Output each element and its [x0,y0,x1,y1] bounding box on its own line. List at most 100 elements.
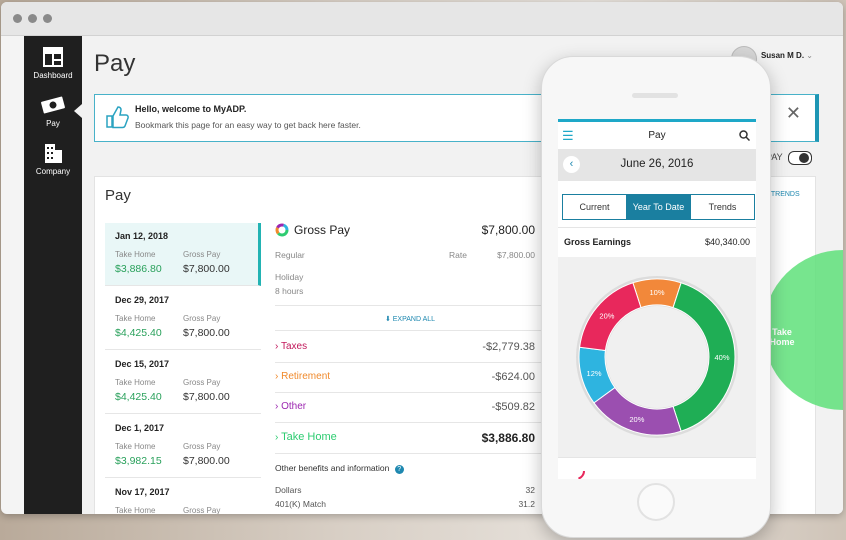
take-home-value: $3,886.80 [115,263,162,275]
phone-speaker [632,93,678,98]
gross-earnings-label: Gross Earnings [564,237,632,247]
sidebar-item-label: Pay [46,119,60,128]
back-icon[interactable]: ‹ [563,156,580,173]
donut-hole [606,306,708,408]
phone-tabs: Current Year To Date Trends [562,194,755,220]
tab-year-to-date[interactable]: Year To Date [626,195,690,219]
close-icon[interactable]: ✕ [785,103,801,123]
next-card [558,457,756,479]
dashboard-icon [43,47,63,67]
user-name: Susan M D. [760,51,805,60]
divider [275,305,545,306]
pay-card-title: Pay [105,187,131,204]
thumbs-up-icon [106,106,129,129]
pay-statement-item[interactable]: Nov 17, 2017 Take Home Gross Pay [105,479,261,514]
benefit-row: 401(K) Match 31.2 [275,499,535,509]
trends-link[interactable]: R TRENDS [764,191,800,198]
take-home-label: Take Home [115,442,156,451]
gross-pay-label: Gross Pay [183,250,221,259]
window-dot-icon[interactable] [28,14,37,23]
expand-all-button[interactable]: ⬇ EXPAND ALL [275,315,545,323]
take-home-row[interactable]: › Take Home $3,886.80 [275,431,535,445]
take-home-label: Take Home [115,250,156,259]
take-home-value: $4,425.40 [115,391,162,403]
tab-trends[interactable]: Trends [690,195,754,219]
pay-statement-item[interactable]: Dec 15, 2017 Take Home Gross Pay $4,425.… [105,351,261,414]
window-dot-icon[interactable] [43,14,52,23]
chevron-right-icon: › [275,371,279,382]
gross-pay-label: Gross Pay [183,442,221,451]
sidebar: Dashboard Pay Company [24,36,82,514]
gross-pay-value: $7,800.00 [183,263,230,275]
donut-segment-label: 40% [714,353,729,362]
pay-statement-item[interactable]: Dec 29, 2017 Take Home Gross Pay $4,425.… [105,287,261,350]
active-pointer-icon [74,104,82,118]
sidebar-item-pay[interactable]: Pay [24,94,82,128]
phone-screen: ☰ Pay ‹ June 26, 2016 Current Year To Da… [558,119,756,479]
sidebar-item-label: Company [35,167,71,176]
date-bar: ‹ June 26, 2016 [558,149,756,181]
take-home-value: $3,982.15 [115,455,162,467]
chevron-right-icon: › [275,341,279,352]
gross-pay-value: $7,800.00 [183,455,230,467]
gross-pay-value: $7,800.00 [183,391,230,403]
pay-toggle[interactable] [788,151,812,165]
benefits-title: Other benefits and information [275,463,390,473]
benefit-value: 32 [525,485,535,495]
divider [275,362,545,363]
regular-label: Regular [275,250,305,260]
pay-statement-item[interactable]: Dec 1, 2017 Take Home Gross Pay $3,982.1… [105,415,261,478]
donut-segment[interactable] [672,282,736,432]
other-row[interactable]: › Other -$509.82 [275,401,535,413]
chevron-right-icon: › [275,401,279,412]
statement-date: Dec 15, 2017 [115,359,170,369]
banner-text: Bookmark this page for an easy way to ge… [135,120,361,130]
donut-segment[interactable] [579,282,642,352]
gross-pay-ring-icon [275,223,289,237]
earnings-donut-chart: 10% 40% 20% 12% 20% [576,276,738,438]
donut-segment-label: 20% [629,415,644,424]
other-value: -$509.82 [491,401,535,413]
benefits-header: Other benefits and information ? [275,463,535,474]
gross-pay-label: Gross Pay [294,223,351,237]
take-home-value: $3,886.80 [481,431,535,445]
gross-pay-label: Gross Pay [183,378,221,387]
retirement-row[interactable]: › Retirement -$624.00 [275,371,535,383]
taxes-value: -$2,779.38 [482,341,535,353]
gross-pay-value: $7,800.00 [481,223,535,237]
sidebar-item-company[interactable]: Company [24,142,82,176]
money-icon [41,96,65,114]
sidebar-item-dashboard[interactable]: Dashboard [24,46,82,80]
benefit-label: Dollars [275,485,302,495]
phone-mockup: ☰ Pay ‹ June 26, 2016 Current Year To Da… [541,56,771,538]
home-button[interactable] [637,483,675,521]
donut-segment-label: 10% [649,288,664,297]
rate-value: $7,800.00 [497,250,535,260]
benefit-label: 401(K) Match [275,499,327,509]
user-menu[interactable]: Susan M D. ⌄ [761,51,813,60]
pay-statement-item[interactable]: Jan 12, 2018 Take Home Gross Pay $3,886.… [105,223,261,286]
taxes-row[interactable]: › Taxes -$2,779.38 [275,341,535,353]
taxes-label: Taxes [280,341,308,352]
expand-all-label: EXPAND ALL [392,316,436,323]
window-titlebar [1,2,843,36]
take-home-label: Take Home [115,314,156,323]
info-icon[interactable]: ? [394,465,404,474]
divider [275,330,545,331]
phone-title: Pay [648,130,666,141]
statement-date: Dec 1, 2017 [115,423,165,433]
divider [275,453,545,454]
regular-row: Regular Rate $7,800.00 [275,250,535,260]
benefit-row: Dollars 32 [275,485,535,495]
search-icon[interactable] [739,130,750,141]
mini-ring-icon [567,462,585,479]
top-accent-bar [558,119,756,122]
window-dot-icon[interactable] [13,14,22,23]
page-title: Pay [94,50,136,77]
statement-date: Nov 17, 2017 [115,487,170,497]
toggle-label: PAY [766,152,783,162]
hamburger-menu-icon[interactable]: ☰ [562,128,574,143]
tab-current[interactable]: Current [579,202,610,212]
holiday-row: Holiday 8 hours [275,272,535,296]
retirement-value: -$624.00 [491,371,535,383]
